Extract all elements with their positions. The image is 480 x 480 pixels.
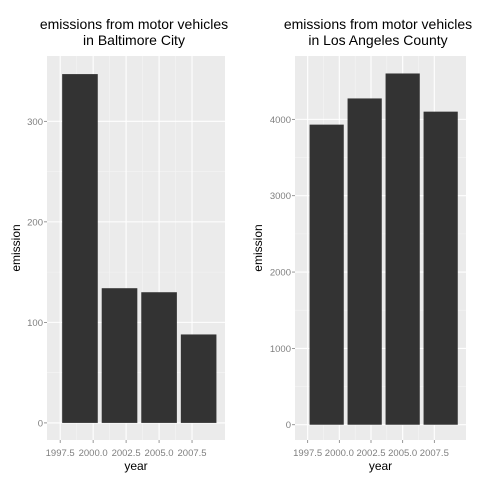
x-tick-label: 2002.5	[112, 448, 141, 459]
x-tick-label: 2005.0	[388, 448, 417, 459]
y-tick-label: 1000	[270, 344, 291, 355]
x-tick-label: 2007.5	[420, 448, 449, 459]
bar-2005	[385, 73, 420, 425]
bar-2008	[180, 334, 217, 423]
y-tick-label: 300	[27, 117, 43, 128]
bar-1999	[62, 74, 98, 423]
x-tick-label: 1997.5	[293, 448, 322, 459]
chart-title-line-1: emissions from motor vehicles	[284, 16, 472, 32]
bar-2002	[101, 288, 138, 423]
y-tick-label: 2000	[270, 268, 291, 279]
chart-title-line-2: in Los Angeles County	[308, 32, 447, 48]
x-tick-label: 2007.5	[178, 448, 207, 459]
y-axis-label: emission	[251, 224, 265, 271]
x-tick-label: 2005.0	[145, 448, 174, 459]
x-axis-label: year	[124, 459, 147, 473]
chart-panel-1: 0 100 200 300 1997.5 2000.0 2002.5 2005.0 2007.5…	[9, 16, 228, 473]
x-tick-label: 2000.0	[79, 448, 108, 459]
y-tick-label: 4000	[270, 115, 291, 126]
x-tick-label: 2002.5	[356, 448, 385, 459]
y-tick-label: 0	[38, 418, 43, 429]
bar-2005	[141, 292, 177, 423]
y-tick-label: 0	[286, 420, 291, 431]
x-tick-label: 2000.0	[325, 448, 354, 459]
chart-title-line-2: in Baltimore City	[83, 32, 185, 48]
bar-1999	[309, 124, 344, 425]
y-tick-label: 200	[27, 217, 43, 228]
y-tick-label: 3000	[270, 191, 291, 202]
x-tick-label: 1997.5	[46, 448, 75, 459]
chart-panel-2: 0 1000 2000 3000 4000 1997.5 2000.0 2002.5 2005.…	[251, 16, 472, 473]
bar-2002	[347, 98, 382, 425]
x-axis-label: year	[369, 459, 392, 473]
chart-title-line-1: emissions from motor vehicles	[40, 16, 228, 32]
bar-2008	[423, 111, 458, 425]
y-axis-label: emission	[9, 224, 23, 271]
y-tick-label: 100	[27, 318, 43, 329]
